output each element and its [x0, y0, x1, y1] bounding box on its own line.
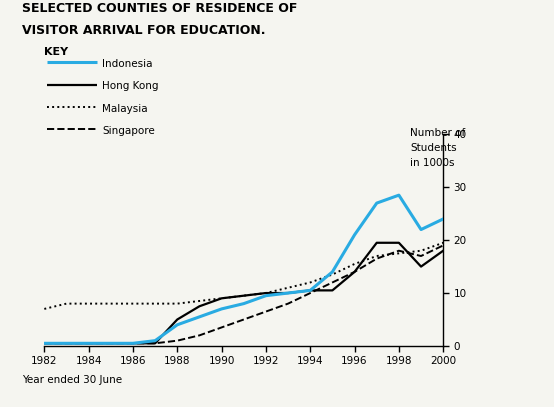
Text: Singapore: Singapore [102, 126, 155, 136]
Text: Indonesia: Indonesia [102, 59, 153, 69]
Text: Hong Kong: Hong Kong [102, 81, 159, 92]
Text: KEY: KEY [44, 47, 69, 57]
Text: SELECTED COUNTIES OF RESIDENCE OF: SELECTED COUNTIES OF RESIDENCE OF [22, 2, 297, 15]
Text: Malaysia: Malaysia [102, 104, 148, 114]
Text: Number of
Students
in 1000s: Number of Students in 1000s [410, 128, 465, 168]
Text: VISITOR ARRIVAL FOR EDUCATION.: VISITOR ARRIVAL FOR EDUCATION. [22, 24, 266, 37]
Text: Year ended 30 June: Year ended 30 June [22, 374, 122, 385]
